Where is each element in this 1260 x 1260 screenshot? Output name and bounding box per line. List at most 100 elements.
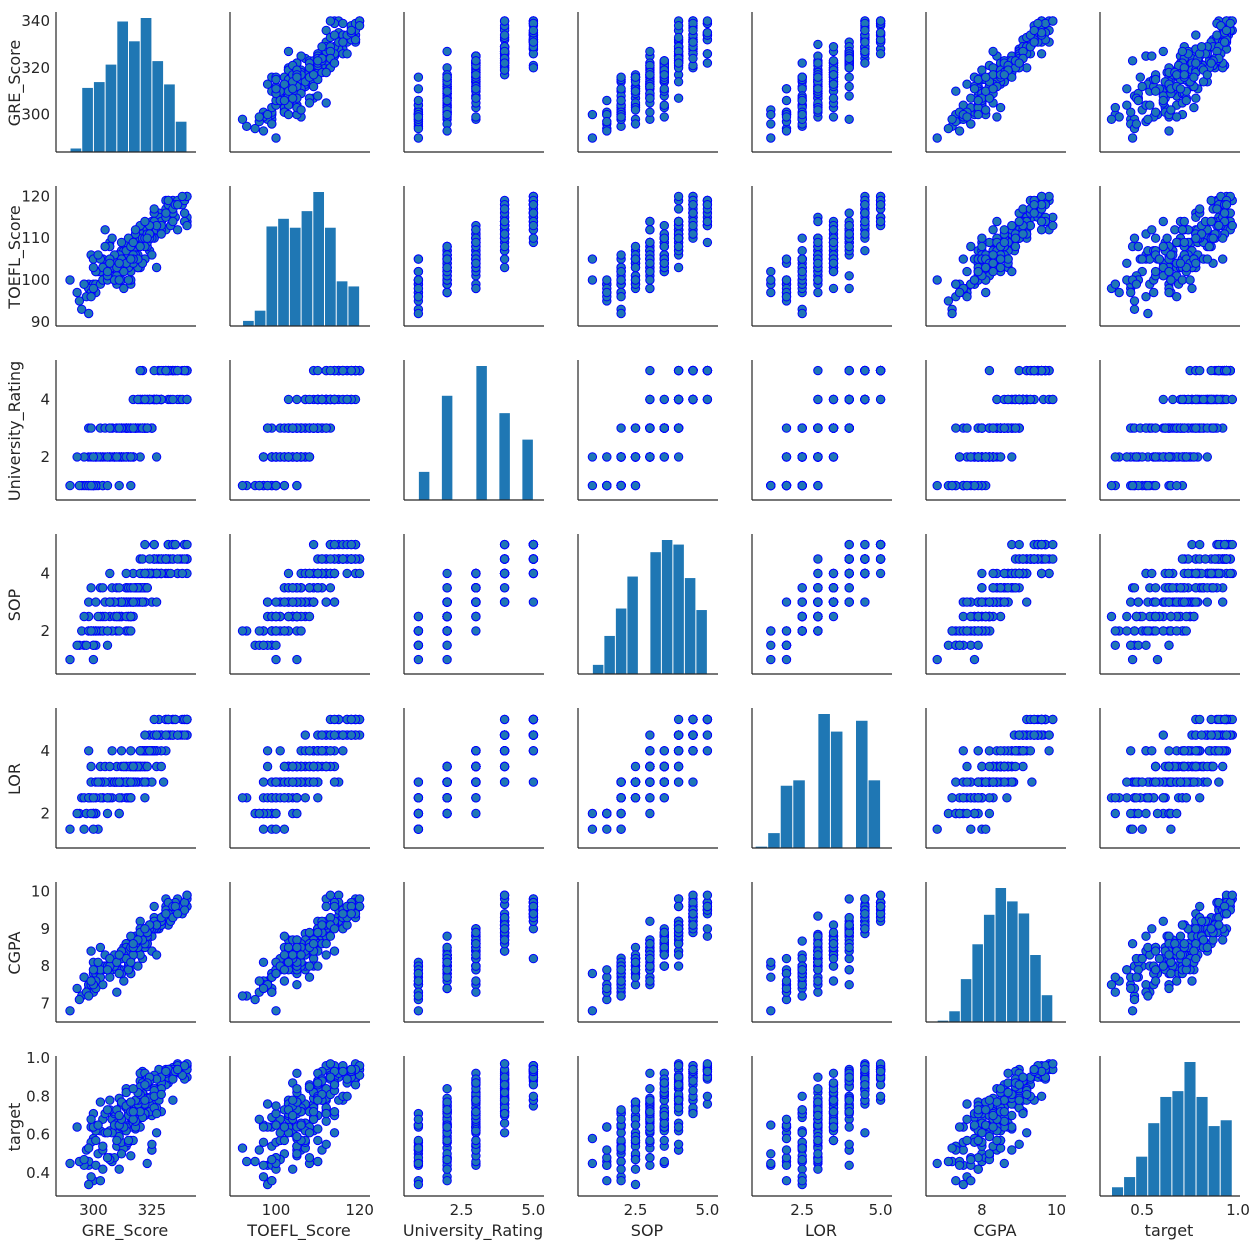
- scatter-point: [947, 626, 957, 636]
- scatter-point: [1129, 296, 1140, 306]
- scatter-point: [262, 109, 273, 120]
- scatter-point: [151, 597, 162, 607]
- scatter-point: [1010, 241, 1021, 252]
- scatter-point: [973, 95, 983, 106]
- scatter-point: [813, 554, 823, 564]
- hist-bar-GRE_Score-0: [70, 148, 82, 152]
- scatter-point: [88, 452, 99, 462]
- scatter-point: [781, 480, 792, 491]
- scatter-point: [321, 597, 331, 607]
- scatter-point: [1172, 292, 1182, 302]
- scatter-point: [1191, 423, 1201, 433]
- scatter-point: [317, 554, 327, 564]
- scatter-point: [156, 229, 167, 239]
- scatter-point: [1110, 452, 1121, 462]
- scatter-point: [988, 583, 998, 593]
- scatter-point: [828, 394, 839, 405]
- scatter-point: [659, 233, 669, 243]
- scatter-point: [999, 70, 1009, 80]
- scatter-point: [813, 626, 823, 636]
- scatter-point: [1122, 452, 1132, 462]
- scatter-point: [630, 452, 641, 462]
- scatter-point: [1141, 640, 1151, 650]
- scatter-point: [161, 208, 171, 218]
- scatter-point: [1168, 394, 1178, 405]
- hist-bar-TOEFL_Score-1: [254, 310, 266, 326]
- scatter-point: [172, 200, 183, 210]
- scatter-point: [766, 266, 776, 277]
- scatter-point: [781, 597, 792, 607]
- scatter-point: [766, 133, 776, 143]
- scatter-point: [587, 275, 598, 285]
- scatter-point: [797, 626, 807, 636]
- scatter-point: [1191, 93, 1201, 103]
- scatter-point: [616, 308, 626, 319]
- scatter-point: [528, 208, 539, 218]
- scatter-point: [1172, 626, 1182, 636]
- hist-bar-SOP-2: [615, 608, 627, 674]
- scatter-point: [630, 423, 641, 433]
- scatter-point: [860, 246, 870, 256]
- scatter-point: [296, 105, 306, 115]
- scatter-point: [114, 423, 124, 433]
- scatter-point: [102, 480, 113, 491]
- scatter-point: [292, 394, 302, 405]
- scatter-point: [325, 16, 336, 26]
- scatter-point: [1150, 74, 1161, 85]
- scatter-point: [499, 568, 510, 579]
- scatter-point: [673, 233, 684, 243]
- scatter-point: [1010, 423, 1021, 433]
- scatter-point: [616, 480, 626, 491]
- scatter-point: [144, 554, 155, 564]
- scatter-point: [177, 191, 188, 202]
- scatter-point: [88, 824, 99, 834]
- hist-bar-GRE_Score-8: [164, 84, 175, 152]
- scatter-point: [1158, 95, 1169, 106]
- scatter-point: [969, 275, 980, 285]
- scatter-point: [100, 225, 110, 235]
- scatter-point: [1152, 654, 1163, 665]
- scatter-point: [112, 611, 122, 622]
- scatter-point: [844, 283, 854, 294]
- scatter-point: [602, 275, 612, 285]
- scatter-point: [177, 568, 188, 579]
- y-tick-label: 100: [21, 271, 50, 289]
- scatter-point: [1007, 266, 1017, 277]
- scatter-point: [140, 777, 150, 787]
- scatter-point: [616, 292, 626, 302]
- scatter-point: [98, 583, 108, 593]
- scatter-point: [126, 626, 136, 636]
- scatter-point: [1003, 394, 1013, 405]
- scatter-point: [442, 262, 452, 273]
- panel-SOP-vs-target: [1099, 534, 1240, 675]
- scatter-point: [1106, 114, 1117, 125]
- scatter-point: [673, 394, 684, 405]
- scatter-point: [1150, 423, 1161, 433]
- scatter-point: [413, 72, 424, 82]
- scatter-point: [1212, 204, 1222, 214]
- hist-bar-TOEFL_Score-4: [289, 227, 301, 326]
- scatter-point: [283, 109, 294, 120]
- scatter-point: [659, 100, 669, 110]
- scatter-point: [321, 98, 331, 108]
- scatter-point: [413, 112, 424, 122]
- scatter-point: [471, 626, 481, 636]
- scatter-point: [988, 258, 998, 268]
- scatter-point: [673, 21, 684, 31]
- scatter-point: [645, 423, 655, 433]
- scatter-point: [954, 452, 965, 462]
- scatter-point: [645, 394, 655, 405]
- scatter-point: [72, 640, 82, 650]
- scatter-point: [237, 626, 248, 636]
- scatter-point: [128, 237, 138, 248]
- scatter-point: [329, 30, 340, 40]
- scatter-point: [1179, 216, 1190, 227]
- scatter-point: [844, 81, 854, 92]
- hist-bar-TOEFL_Score-7: [325, 227, 336, 326]
- scatter-point: [813, 568, 823, 579]
- scatter-point: [329, 539, 340, 550]
- scatter-point: [304, 98, 315, 108]
- scatter-point: [844, 114, 854, 125]
- panel-SOP-vs-CGPA: [925, 534, 1066, 675]
- scatter-point: [645, 237, 655, 248]
